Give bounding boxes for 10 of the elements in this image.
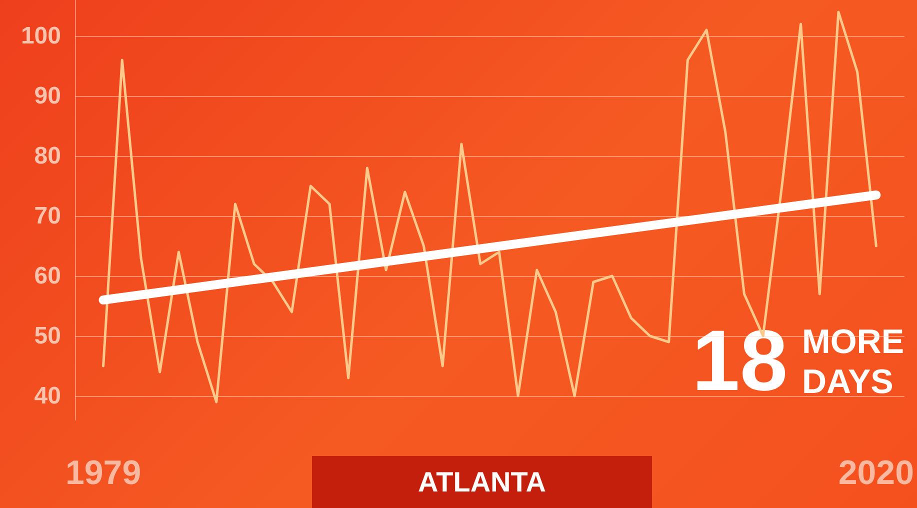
y-tick-label: 100 (20, 22, 61, 50)
x-tick-label: 1979 (65, 454, 142, 492)
y-tick-label: 50 (34, 322, 61, 350)
y-tick-label: 60 (34, 262, 61, 290)
y-tick-label: 70 (34, 202, 61, 230)
x-tick-label: 2020 (838, 454, 914, 492)
y-tick-label: 40 (34, 382, 61, 410)
y-tick-label: 80 (34, 142, 61, 170)
y-tick-label: 90 (34, 82, 61, 110)
text: ATLANTA (418, 466, 546, 498)
